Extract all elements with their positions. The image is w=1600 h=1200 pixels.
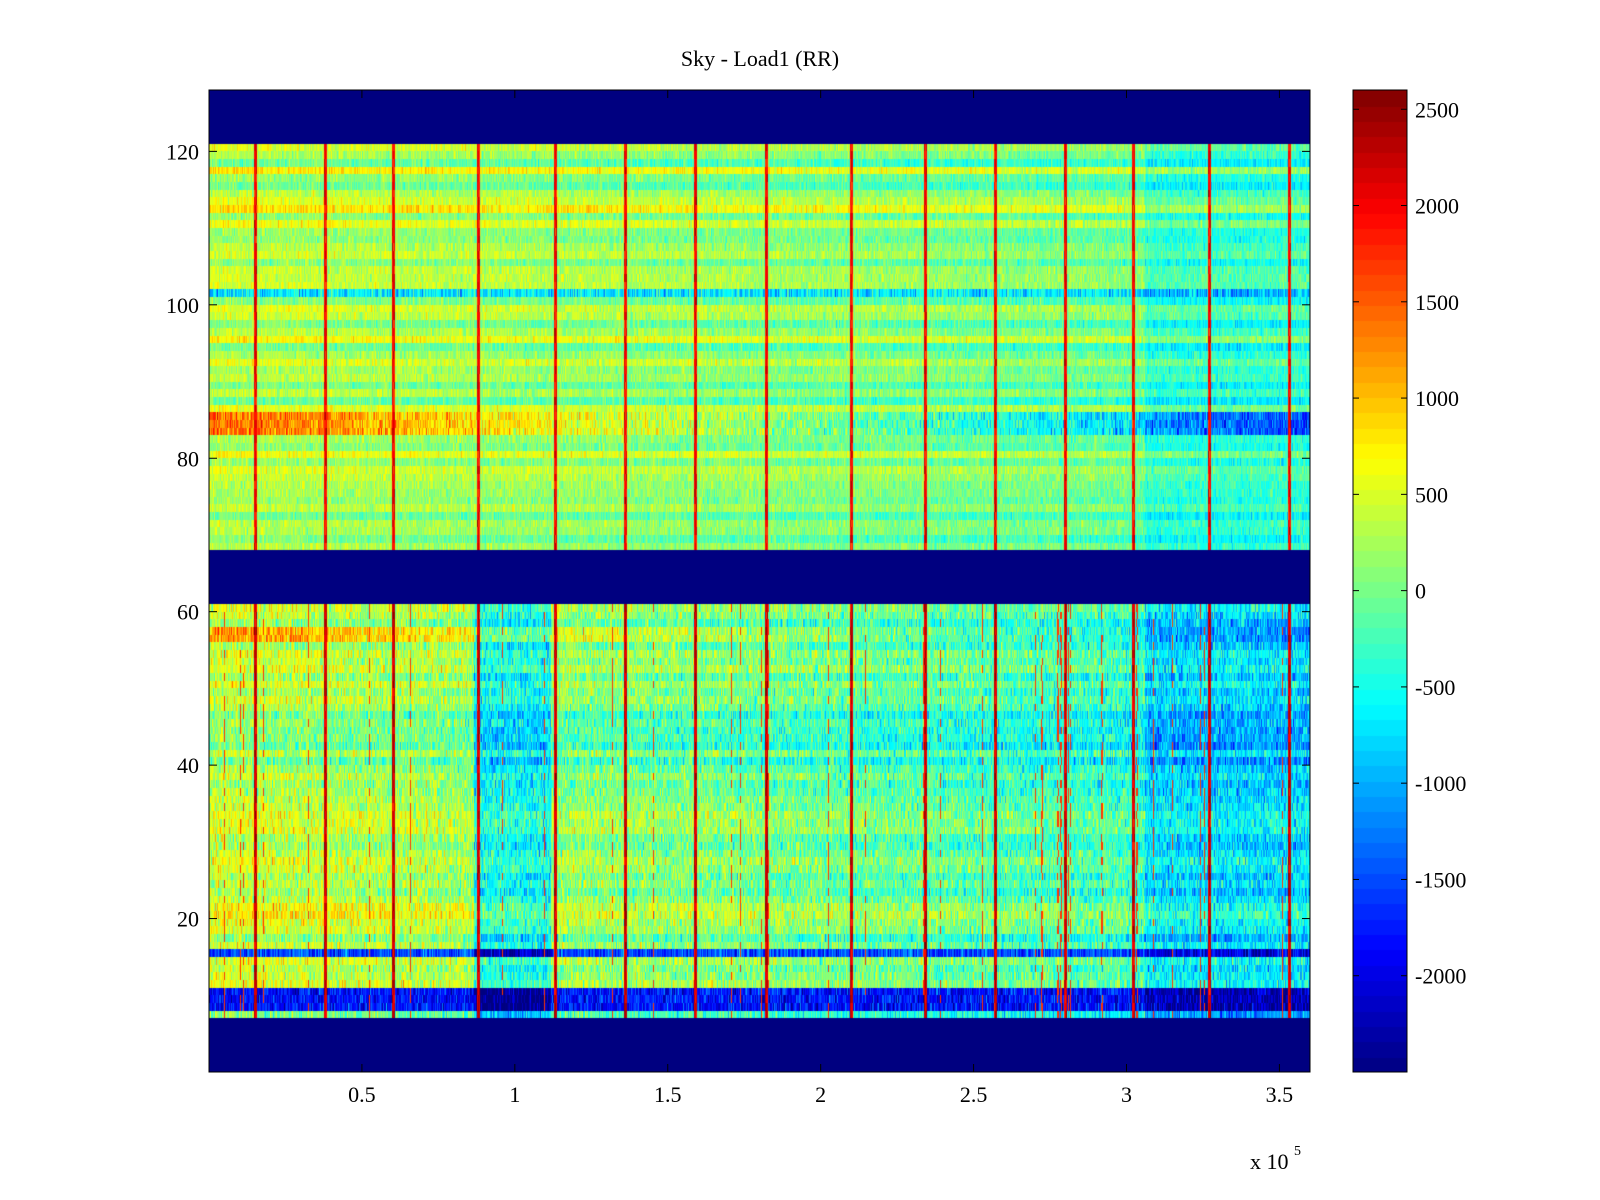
heatmap-plot-area: 0.5 1 1.5 2 2.5 3 3.5 20 40 60 80 100 120 — [166, 89, 1311, 1107]
chart-title: Sky - Load1 (RR) — [681, 46, 839, 71]
x-tick-label-1: 1 — [509, 1082, 520, 1107]
x-tick-label-5: 3 — [1121, 1082, 1132, 1107]
colorbar-tick-label-3: 1000 — [1415, 386, 1459, 411]
x-exponent-label: x 10 5 — [1250, 1144, 1301, 1174]
x-exponent-power: 5 — [1294, 1144, 1301, 1159]
colorbar-tick-label-4: 500 — [1415, 482, 1448, 507]
x-tick-label-4: 2.5 — [960, 1082, 988, 1107]
colorbar-tick-label-5: 0 — [1415, 579, 1426, 604]
y-axis-ticks: 20 40 60 80 100 120 — [166, 139, 1310, 932]
colorbar-tick-label-7: -1000 — [1415, 771, 1466, 796]
x-axis-ticks: 0.5 1 1.5 2 2.5 3 3.5 — [348, 90, 1293, 1107]
colorbar-tick-label-6: -500 — [1415, 675, 1455, 700]
y-tick-label-1: 40 — [177, 753, 199, 778]
colorbar-ticks: 2500 2000 1500 1000 500 0 -500 -1000 -1500 -2000 — [1353, 97, 1466, 989]
colorbar: 2500 2000 1500 1000 500 0 -500 -1000 -1500 -2000 — [1352, 89, 1466, 1073]
axes-box — [208, 89, 1311, 1073]
colorbar-tick-label-8: -1500 — [1415, 867, 1466, 892]
colorbar-tick-label-0: 2500 — [1415, 97, 1459, 122]
x-tick-label-6: 3.5 — [1266, 1082, 1294, 1107]
colorbar-tick-label-9: -2000 — [1415, 964, 1466, 989]
colorbar-gradient — [1353, 90, 1407, 1072]
y-tick-label-5: 120 — [166, 139, 199, 164]
colorbar-tick-label-2: 1500 — [1415, 290, 1459, 315]
colorbar-box — [1352, 89, 1408, 1073]
x-tick-label-3: 2 — [815, 1082, 826, 1107]
colorbar-tick-label-1: 2000 — [1415, 194, 1459, 219]
x-tick-label-2: 1.5 — [654, 1082, 682, 1107]
y-tick-label-0: 20 — [177, 907, 199, 932]
x-exponent-base: x 10 — [1250, 1149, 1289, 1174]
x-tick-label-0: 0.5 — [348, 1082, 376, 1107]
y-tick-label-4: 100 — [166, 293, 199, 318]
y-tick-label-3: 80 — [177, 446, 199, 471]
heatmap-image — [209, 90, 1310, 1072]
y-tick-label-2: 60 — [177, 600, 199, 625]
